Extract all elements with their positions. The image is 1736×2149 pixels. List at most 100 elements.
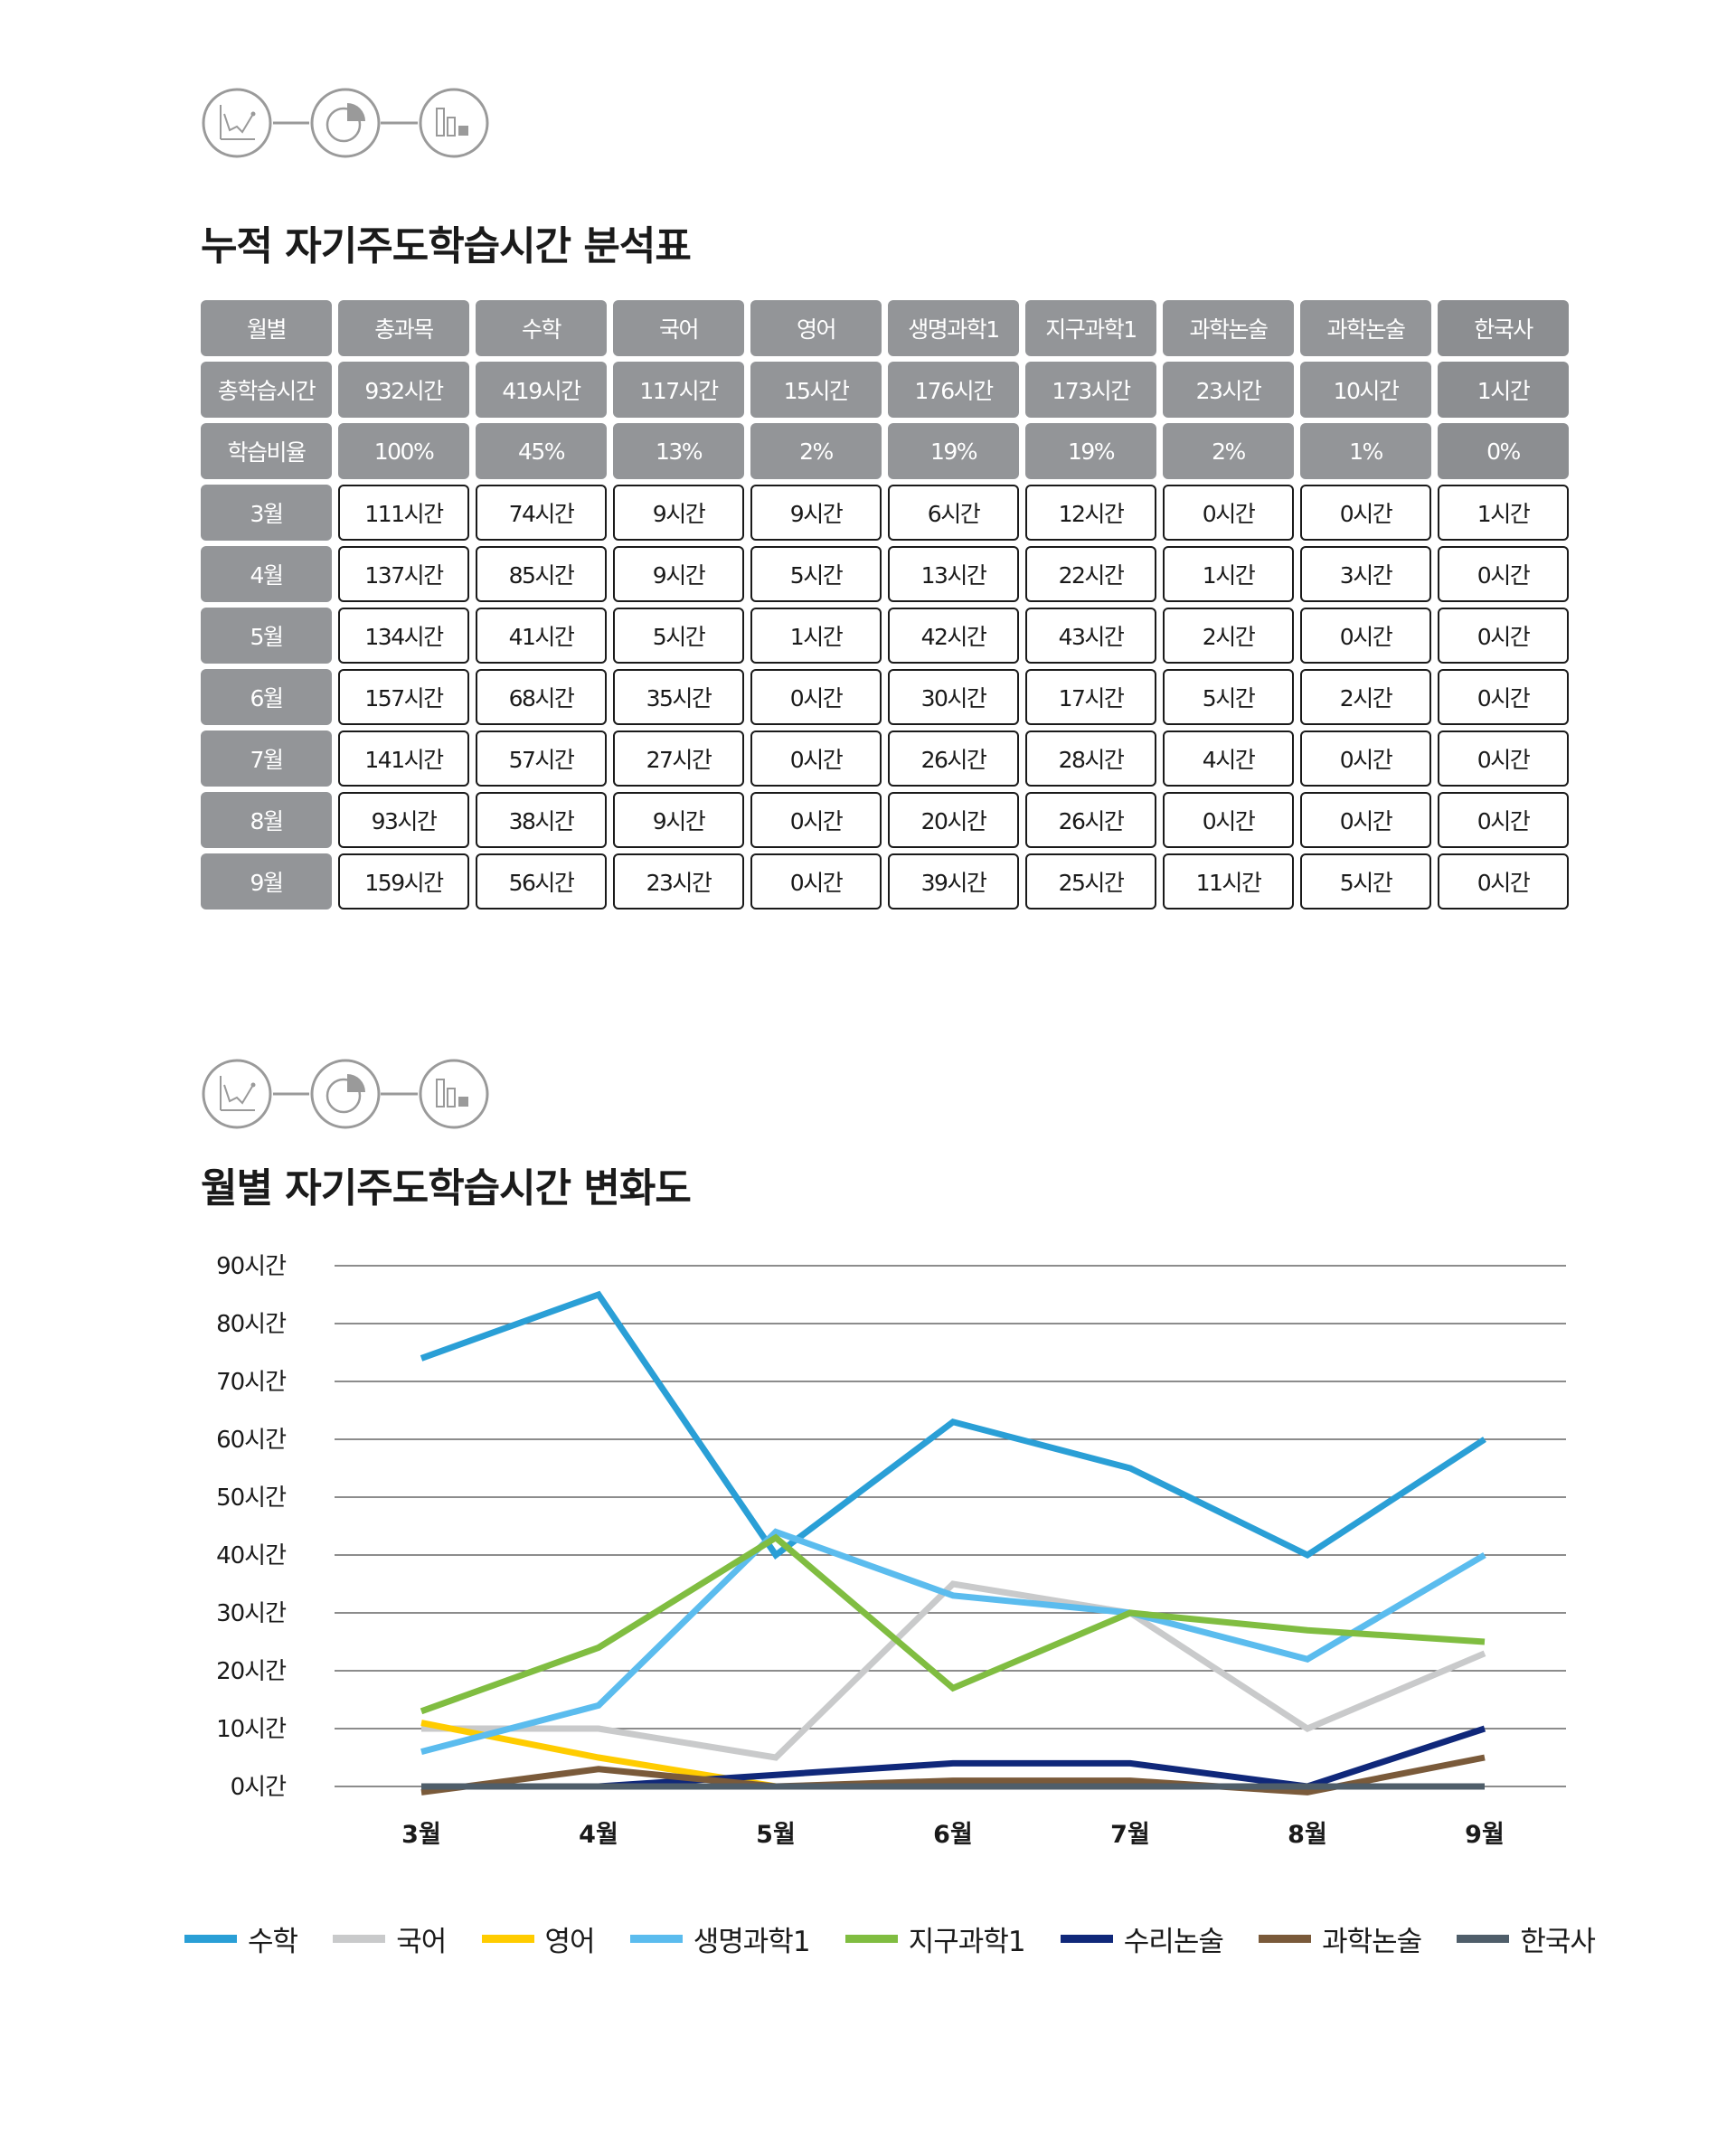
summary-cell: 100%: [338, 423, 469, 479]
table-cell: 137시간: [338, 546, 469, 602]
y-tick-label: 90시간: [216, 1253, 286, 1280]
table-cell: 0시간: [1438, 792, 1569, 848]
table-cell: 11시간: [1163, 853, 1294, 910]
table-cell: 20시간: [888, 792, 1019, 848]
legend-label: 국어: [396, 1925, 447, 1958]
y-tick-label: 30시간: [216, 1600, 286, 1627]
table-cell: 17시간: [1025, 669, 1156, 725]
row-header: 5월: [201, 608, 332, 664]
table-cell: 28시간: [1025, 730, 1156, 787]
x-tick-label: 7월: [1110, 1821, 1150, 1849]
y-tick-label: 10시간: [216, 1716, 286, 1743]
table-cell: 0시간: [1438, 608, 1569, 664]
table-cell: 0시간: [750, 792, 882, 848]
column-header: 수학: [476, 300, 607, 356]
legend-item: 지구과학1: [844, 1918, 1026, 1959]
column-header: 생명과학1: [888, 300, 1019, 356]
summary-cell: 419시간: [476, 362, 607, 418]
x-tick-label: 6월: [933, 1821, 973, 1849]
table-cell: 9시간: [613, 546, 744, 602]
table-cell: 111시간: [338, 485, 469, 541]
table-cell: 0시간: [1438, 669, 1569, 725]
summary-cell: 173시간: [1025, 362, 1156, 418]
chart-gridlines: [335, 1265, 1566, 1787]
table-section-icons: [201, 87, 490, 159]
table-cell: 1시간: [750, 608, 882, 664]
row-header: 3월: [201, 485, 332, 541]
table-cell: 159시간: [338, 853, 469, 910]
legend-swatch: [1457, 1934, 1510, 1943]
table-cell: 12시간: [1025, 485, 1156, 541]
table-cell: 41시간: [476, 608, 607, 664]
pie-graph-icon: [310, 88, 381, 158]
legend-swatch: [629, 1934, 683, 1943]
table-cell: 5시간: [1163, 669, 1294, 725]
x-tick-label: 8월: [1288, 1821, 1327, 1849]
row-header: 6월: [201, 669, 332, 725]
table-cell: 5시간: [613, 608, 744, 664]
summary-cell: 2%: [750, 423, 882, 479]
monthly-line-chart: 0시간10시간20시간30시간40시간50시간60시간70시간80시간90시간 …: [216, 1253, 1566, 1849]
table-cell: 0시간: [1300, 792, 1431, 848]
legend-label: 생명과학1: [693, 1925, 811, 1958]
summary-cell: 0%: [1438, 423, 1569, 479]
table-cell: 9시간: [613, 485, 744, 541]
table-cell: 0시간: [1438, 853, 1569, 910]
table-cell: 0시간: [750, 730, 882, 787]
table-cell: 9시간: [750, 485, 882, 541]
chart-y-axis: 0시간 10시간 20시간 30시간 40시간 50시간 60시간 70시간 80시간 90시간: [216, 1253, 287, 1801]
legend-label: 지구과학1: [908, 1925, 1026, 1958]
column-header: 과학논술: [1300, 300, 1431, 356]
table-cell: 74시간: [476, 485, 607, 541]
bar-graph-icon: [419, 1059, 489, 1129]
pie-graph-icon: [310, 1059, 381, 1129]
table-cell: 5시간: [1300, 853, 1431, 910]
table-cell: 2시간: [1300, 669, 1431, 725]
table-cell: 22시간: [1025, 546, 1156, 602]
table-cell: 13시간: [888, 546, 1019, 602]
bar-graph-icon: [419, 88, 489, 158]
legend-item: 과학논술: [1259, 1918, 1422, 1959]
table-cell: 30시간: [888, 669, 1019, 725]
table-cell: 2시간: [1163, 608, 1294, 664]
table-cell: 27시간: [613, 730, 744, 787]
summary-cell: 19%: [1025, 423, 1156, 479]
table-cell: 4시간: [1163, 730, 1294, 787]
series-line-영어: [420, 1720, 1485, 1790]
table-cell: 9시간: [613, 792, 744, 848]
legend-swatch: [1259, 1934, 1312, 1943]
summary-cell: 2%: [1163, 423, 1294, 479]
chart-legend: 수학 국어 영어 생명과학1 지구과학1 수리논술 과학논술 한국사: [184, 1915, 1596, 1962]
x-tick-label: 4월: [579, 1821, 618, 1849]
legend-label: 수학: [248, 1925, 298, 1958]
y-tick-label: 70시간: [216, 1369, 286, 1396]
column-header: 한국사: [1438, 300, 1569, 356]
y-tick-label: 80시간: [216, 1311, 286, 1338]
table-cell: 157시간: [338, 669, 469, 725]
legend-item: 생명과학1: [629, 1918, 811, 1959]
legend-label: 한국사: [1520, 1925, 1596, 1958]
table-cell: 23시간: [613, 853, 744, 910]
table-cell: 3시간: [1300, 546, 1431, 602]
series-line-지구과학1: [420, 1533, 1486, 1715]
y-tick-label: 0시간: [231, 1774, 286, 1801]
row-header: 9월: [201, 853, 332, 910]
column-header: 국어: [613, 300, 744, 356]
series-line-과학논술: [420, 1754, 1486, 1796]
column-header: 월별: [201, 300, 332, 356]
table-cell: 0시간: [1300, 730, 1431, 787]
x-tick-label: 5월: [756, 1821, 796, 1849]
table-cell: 85시간: [476, 546, 607, 602]
legend-label: 과학논술: [1322, 1925, 1422, 1958]
chart-section-icons: [201, 1058, 490, 1130]
table-cell: 35시간: [613, 669, 744, 725]
legend-swatch: [1060, 1934, 1113, 1943]
summary-cell: 932시간: [338, 362, 469, 418]
y-tick-label: 60시간: [216, 1427, 286, 1454]
y-tick-label: 50시간: [216, 1485, 286, 1512]
table-cell: 26시간: [1025, 792, 1156, 848]
table-cell: 0시간: [1300, 608, 1431, 664]
table-cell: 0시간: [1300, 485, 1431, 541]
legend-swatch: [333, 1934, 386, 1943]
table-cell: 0시간: [750, 853, 882, 910]
